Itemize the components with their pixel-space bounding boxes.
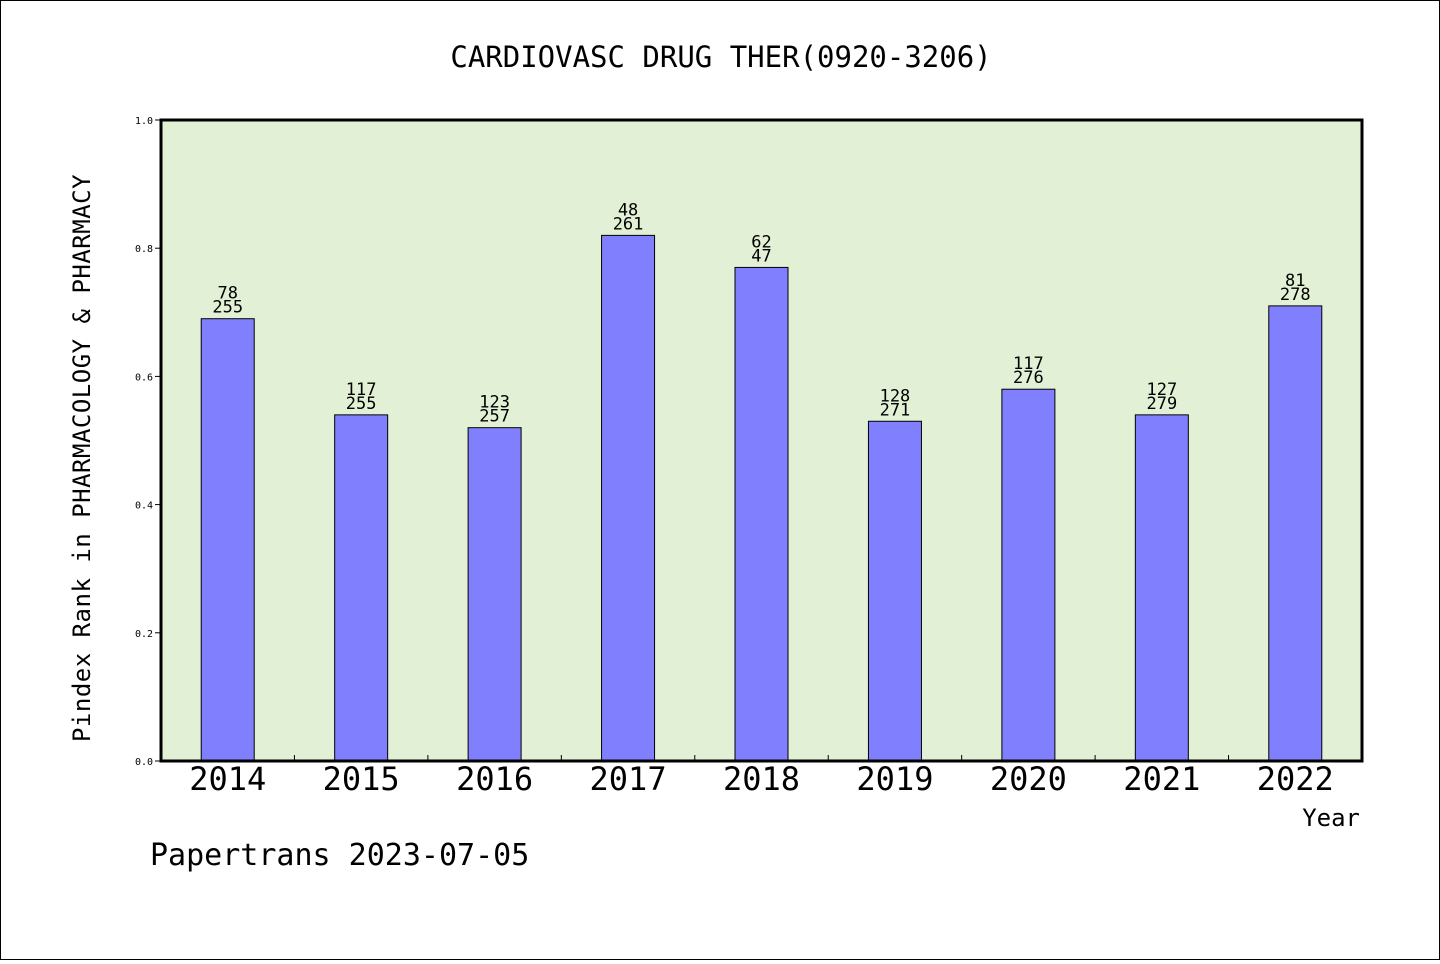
bar-2020 (1001, 388, 1056, 762)
bar-2014 (200, 318, 255, 762)
data-label-bottom: 257 (479, 407, 510, 427)
bar-2018 (734, 266, 789, 762)
bar-2019 (867, 420, 922, 762)
x-tick-label: 2021 (1123, 760, 1200, 798)
y-tick-label: 0.6 (135, 372, 153, 383)
x-tick-label: 2019 (856, 760, 933, 798)
bar-2016 (467, 427, 522, 762)
plot-border (159, 118, 1364, 763)
x-axis-label: Year (1302, 804, 1360, 832)
y-tick-label: 0.2 (135, 629, 153, 640)
data-label-top: 127 (1146, 380, 1177, 400)
x-tick-label: 2014 (189, 760, 266, 798)
data-label-bottom: 278 (1280, 285, 1311, 305)
y-axis-label: Pindex Rank in PHARMACOLOGY & PHARMACY (68, 174, 96, 742)
x-tick-label: 2017 (590, 760, 667, 798)
y-tick-label: 0.4 (135, 501, 153, 512)
bar-2022 (1268, 305, 1323, 762)
y-tick-label: 0.0 (135, 757, 153, 768)
x-tick-label: 2020 (990, 760, 1067, 798)
chart-title: CARDIOVASC DRUG THER(0920-3206) (450, 40, 991, 74)
data-label-bottom: 276 (1013, 368, 1044, 388)
data-label-bottom: 279 (1146, 394, 1177, 414)
data-label-top: 62 (751, 232, 771, 252)
y-axis-ticks: 0.0 0.2 0.4 0.6 0.8 1.0 (135, 116, 161, 768)
data-label-bottom: 261 (613, 214, 644, 234)
data-label-top: 78 (217, 284, 237, 304)
x-axis-ticks: 2014 2015 2016 2017 2018 2019 2020 2021 2022 (189, 755, 1334, 798)
data-label-bottom: 271 (880, 400, 911, 420)
data-label-bottom: 47 (751, 246, 771, 266)
footer-credit: Papertrans 2023-07-05 (150, 838, 529, 873)
x-tick-label: 2022 (1257, 760, 1334, 798)
bars (200, 234, 1323, 762)
data-label-top: 48 (618, 200, 638, 220)
data-label-top: 81 (1285, 271, 1305, 291)
x-tick-label: 2018 (723, 760, 800, 798)
x-tick-label: 2015 (323, 760, 400, 798)
y-tick-label: 0.8 (135, 244, 153, 255)
bar-2021 (1134, 414, 1189, 762)
data-label-bottom: 255 (212, 298, 243, 318)
bar-2015 (334, 414, 389, 762)
data-label-top: 117 (346, 380, 377, 400)
data-label-top: 123 (479, 393, 510, 413)
data-label-bottom: 255 (346, 394, 377, 414)
y-tick-label: 1.0 (135, 116, 153, 127)
data-label-top: 128 (880, 386, 911, 406)
bar-2017 (601, 234, 656, 762)
data-label-top: 117 (1013, 354, 1044, 374)
x-tick-label: 2016 (456, 760, 533, 798)
